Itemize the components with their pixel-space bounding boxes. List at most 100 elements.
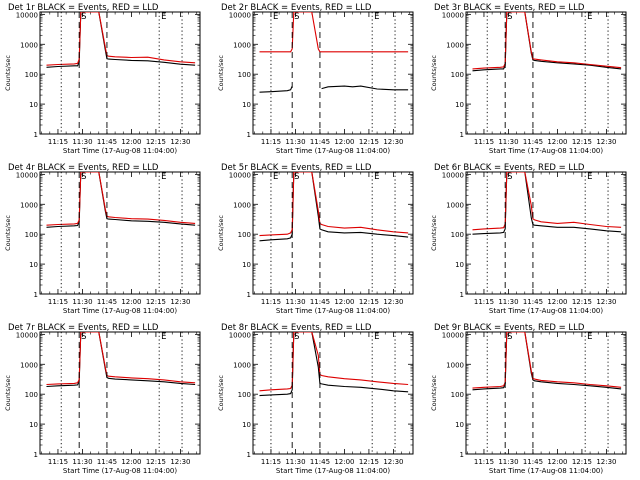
y-tick-label: 10 <box>242 261 251 269</box>
time-marker-label: E <box>273 12 278 22</box>
y-tick-label: 10000 <box>16 11 38 19</box>
time-marker-label: E <box>587 12 592 22</box>
y-tick-label: 10 <box>242 101 251 109</box>
x-tick-label: 11:30 <box>498 298 518 306</box>
lld-series-line <box>259 332 409 392</box>
time-marker-label: E <box>273 172 278 182</box>
x-tick-label: 12:00 <box>547 298 567 306</box>
panel-det-8: Det 8r BLACK = Events, RED = LLD 1 10 100 10… <box>217 323 414 475</box>
y-tick-label: 1000 <box>20 361 38 369</box>
panel-title: Det 4r BLACK = Events, RED = LLD <box>8 163 159 173</box>
panel-det-7: Det 7r BLACK = Events, RED = LLD 1 10 100 10… <box>4 323 201 475</box>
x-tick-label: 12:15 <box>359 138 379 146</box>
y-tick-label: 1000 <box>446 361 464 369</box>
y-axis-label: Counts/sec <box>4 215 12 251</box>
x-tick-label: 11:45 <box>97 138 117 146</box>
x-axis-label: Start Time (17-Aug-08 11:04:00) <box>63 467 177 475</box>
lld-series-line <box>259 12 409 53</box>
time-marker-label: E <box>161 172 166 182</box>
plot-frame <box>39 11 201 135</box>
x-tick-label: 12:15 <box>572 138 592 146</box>
x-tick-label: 11:45 <box>310 458 330 466</box>
x-tick-label: 11:30 <box>72 298 92 306</box>
x-tick-label: 11:45 <box>523 138 543 146</box>
y-tick-label: 10000 <box>229 11 251 19</box>
panel-det-6: Det 6r BLACK = Events, RED = LLD 1 10 100 10… <box>430 163 627 315</box>
x-tick-label: 11:15 <box>48 138 68 146</box>
x-tick-label: 12:15 <box>572 298 592 306</box>
panel-title: Det 9r BLACK = Events, RED = LLD <box>434 323 585 333</box>
x-tick-label: 12:15 <box>359 458 379 466</box>
y-tick-label: 1000 <box>233 361 251 369</box>
x-axis-label: Start Time (17-Aug-08 11:04:00) <box>276 467 390 475</box>
x-tick-label: 11:15 <box>474 458 494 466</box>
y-axis-label: Counts/sec <box>430 215 438 251</box>
panel-title: Det 5r BLACK = Events, RED = LLD <box>221 163 372 173</box>
y-tick-label: 1000 <box>233 41 251 49</box>
x-tick-label: 12:15 <box>146 458 166 466</box>
x-axis-label: Start Time (17-Aug-08 11:04:00) <box>489 147 603 155</box>
y-tick-label: 100 <box>238 231 251 239</box>
y-tick-label: 100 <box>25 71 38 79</box>
x-tick-label: 12:15 <box>146 138 166 146</box>
x-axis-label: Start Time (17-Aug-08 11:04:00) <box>489 467 603 475</box>
x-tick-label: 11:15 <box>48 298 68 306</box>
y-tick-label: 10000 <box>442 331 464 339</box>
plot-frame <box>465 11 627 135</box>
panel-title: Det 1r BLACK = Events, RED = LLD <box>8 3 159 13</box>
lld-series-line <box>472 172 622 231</box>
y-tick-label: 100 <box>451 391 464 399</box>
x-tick-label: 12:00 <box>547 138 567 146</box>
lld-series-line <box>472 12 622 70</box>
events-series-line <box>259 332 409 397</box>
x-tick-label: 12:00 <box>334 298 354 306</box>
y-tick-label: 1 <box>34 291 38 299</box>
y-axis-label: Counts/sec <box>4 55 12 91</box>
x-tick-label: 12:30 <box>596 458 616 466</box>
y-tick-label: 1 <box>460 291 464 299</box>
y-tick-label: 1 <box>34 131 38 139</box>
lld-series-line <box>46 172 196 226</box>
time-marker-label: S <box>81 332 86 342</box>
x-tick-label: 12:30 <box>170 298 190 306</box>
x-tick-label: 11:15 <box>48 458 68 466</box>
y-axis-label: Counts/sec <box>217 55 225 91</box>
x-tick-label: 11:30 <box>285 298 305 306</box>
y-tick-label: 10000 <box>442 171 464 179</box>
time-marker-label: E <box>161 12 166 22</box>
x-tick-label: 12:00 <box>121 138 141 146</box>
x-tick-label: 11:30 <box>72 458 92 466</box>
plot-frame <box>39 331 201 455</box>
y-tick-label: 1000 <box>20 41 38 49</box>
x-axis-label: Start Time (17-Aug-08 11:04:00) <box>63 307 177 315</box>
y-tick-label: 1000 <box>446 201 464 209</box>
plot-frame <box>465 171 627 295</box>
y-tick-label: 100 <box>238 391 251 399</box>
y-tick-label: 100 <box>25 391 38 399</box>
x-tick-label: 12:00 <box>334 138 354 146</box>
lld-series-line <box>472 332 622 389</box>
x-tick-label: 11:45 <box>310 298 330 306</box>
x-tick-label: 12:30 <box>383 458 403 466</box>
y-tick-label: 100 <box>25 231 38 239</box>
x-tick-label: 12:30 <box>596 298 616 306</box>
x-tick-label: 11:45 <box>97 298 117 306</box>
panel-det-5: Det 5r BLACK = Events, RED = LLD 1 10 100 10… <box>217 163 414 315</box>
x-tick-label: 12:15 <box>146 298 166 306</box>
time-marker-label: E <box>587 172 592 182</box>
x-tick-label: 11:30 <box>498 138 518 146</box>
x-axis-label: Start Time (17-Aug-08 11:04:00) <box>63 147 177 155</box>
x-tick-label: 11:30 <box>285 458 305 466</box>
y-tick-label: 10000 <box>442 11 464 19</box>
panel-title: Det 2r BLACK = Events, RED = LLD <box>221 3 372 13</box>
panel-det-4: Det 4r BLACK = Events, RED = LLD 1 10 100 10… <box>4 163 201 315</box>
x-tick-label: 12:30 <box>383 298 403 306</box>
x-tick-label: 12:00 <box>334 458 354 466</box>
y-tick-label: 1 <box>247 451 251 459</box>
lld-series-line <box>46 332 196 386</box>
x-axis-label: Start Time (17-Aug-08 11:04:00) <box>276 307 390 315</box>
lld-series-line <box>259 172 409 237</box>
y-tick-label: 10 <box>455 421 464 429</box>
x-tick-label: 11:30 <box>72 138 92 146</box>
